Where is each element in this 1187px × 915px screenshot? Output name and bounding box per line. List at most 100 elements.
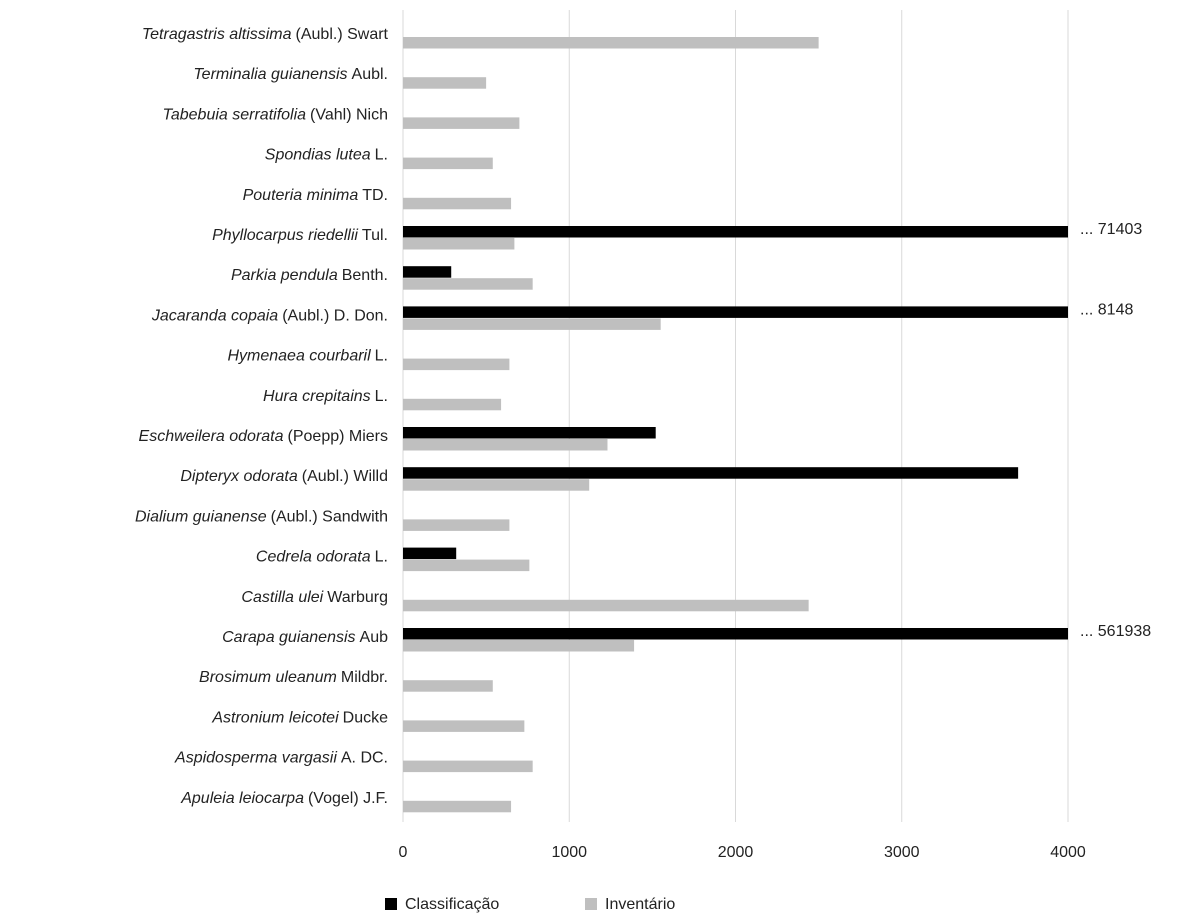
bars [403,37,1068,813]
bar [403,559,530,572]
bar [403,547,457,560]
bar [403,266,452,278]
bar [403,37,819,49]
y-tick-label: Carapa guianensis Aub [222,629,388,646]
species: Dialium guianense [135,509,267,526]
bar [403,226,1068,238]
y-tick-label: Hura crepitains L. [263,388,388,405]
author: Aubl. [352,66,388,83]
bar [403,77,487,89]
y-tick-label: Cedrela odorata L. [256,549,388,566]
y-tick-label: Pouteria minima TD. [243,187,388,204]
y-tick-label: Terminalia guianensis Aubl. [193,66,388,83]
author: (Vogel) J.F. [308,790,388,807]
author: A. DC. [341,750,388,767]
species: Tabebuia serratifolia [163,107,307,124]
y-tick-label: Castilla ulei Warburg [241,589,388,606]
y-tick-label: Apuleia leiocarpa (Vogel) J.F. [180,790,388,807]
author: Aub [360,629,389,646]
author: L. [375,549,388,566]
species: Apuleia leiocarpa [180,790,304,807]
author: Benth. [342,267,388,284]
y-tick-label: Parkia pendula Benth. [231,267,388,284]
bar [403,467,1019,479]
bar [403,680,493,692]
author: Mildbr. [341,669,388,686]
species: Hura crepitains [263,388,371,405]
bar [403,238,515,250]
bar [403,358,510,371]
species: Tetragastris altissima [142,26,292,43]
y-tick-label: Eschweilera odorata (Poepp) Miers [139,428,388,445]
species: Spondias lutea [265,147,371,164]
y-tick-label: Astronium leicotei Ducke [211,710,388,727]
bar [403,640,635,652]
x-tick-label: 0 [399,844,408,861]
bar [403,278,533,290]
author: L. [375,388,388,405]
bar [403,117,520,129]
bar [403,720,525,732]
author: (Aubl.) Sandwith [271,509,388,526]
y-tick-label: Aspidosperma vargasii A. DC. [174,750,388,767]
data-label: ... 561938 [1080,623,1151,640]
legend-label: Classificação [405,896,499,913]
species: Aspidosperma vargasii [174,750,337,767]
bar [403,760,533,773]
bar [403,157,493,170]
author: (Aubl.) Willd [302,468,388,485]
bar [403,197,512,210]
legend-swatch [585,898,597,910]
legend-label: Inventário [605,896,675,913]
x-tick-label: 2000 [718,844,754,861]
species: Carapa guianensis [222,629,355,646]
x-tick-label: 3000 [884,844,920,861]
y-tick-label: Dialium guianense (Aubl.) Sandwith [135,509,388,526]
species: Jacaranda copaia [151,308,278,325]
legend-swatch [385,898,397,910]
species: Castilla ulei [241,589,323,606]
author: L. [375,348,388,365]
species: Dipteryx odorata [180,468,297,485]
species: Hymenaea courbaril [227,348,371,365]
y-tick-label: Hymenaea courbaril L. [227,348,388,365]
author: Tul. [362,227,388,244]
species: Cedrela odorata [256,549,371,566]
author: Ducke [343,710,388,727]
y-tick-label: Tabebuia serratifolia (Vahl) Nich [163,107,388,124]
author: (Aubl.) Swart [296,26,389,43]
author: TD. [362,187,388,204]
y-tick-label: Dipteryx odorata (Aubl.) Willd [180,468,388,485]
author: (Poepp) Miers [288,428,388,445]
bar [403,599,809,612]
y-tick-label: Tetragastris altissima (Aubl.) Swart [142,26,389,43]
author: L. [375,147,388,164]
species: Pouteria minima [243,187,359,204]
bar [403,398,502,411]
author: (Vahl) Nich [310,107,388,124]
author: (Aubl.) D. Don. [282,308,388,325]
bar [403,628,1068,640]
x-tick-label: 4000 [1050,844,1086,861]
grid [402,10,1069,822]
x-tick-label: 1000 [551,844,587,861]
species: Brosimum uleanum [199,669,337,686]
author: Warburg [327,589,388,606]
bar [403,479,590,491]
species: Phyllocarpus riedellii [212,227,358,244]
bar [403,800,512,813]
species: Terminalia guianensis [193,66,347,83]
bar [403,439,608,451]
species: Astronium leicotei [211,710,339,727]
species: Parkia pendula [231,267,338,284]
bar [403,427,656,439]
bar [403,306,1068,318]
y-tick-label: Brosimum uleanum Mildbr. [199,669,388,686]
y-tick-label: Phyllocarpus riedellii Tul. [212,227,388,244]
data-label: ... 71403 [1080,221,1142,238]
species: Eschweilera odorata [139,428,284,445]
y-tick-label: Jacaranda copaia (Aubl.) D. Don. [151,308,388,325]
bar [403,519,510,531]
